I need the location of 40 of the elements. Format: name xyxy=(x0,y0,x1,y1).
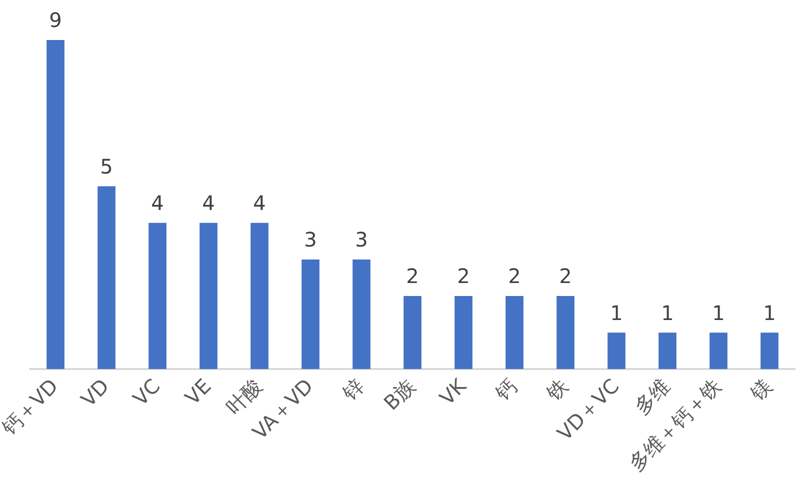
bar xyxy=(454,296,472,370)
bar xyxy=(710,332,728,370)
data-label: 1 xyxy=(610,300,623,325)
x-tick-label: 钙 xyxy=(490,374,522,406)
bar xyxy=(404,296,422,370)
data-label: 4 xyxy=(151,191,164,216)
data-label: 4 xyxy=(202,191,215,216)
bar xyxy=(250,222,268,370)
bar xyxy=(46,40,64,370)
bar xyxy=(506,296,524,370)
x-tick-label: 钙＋VD xyxy=(0,374,63,440)
bar xyxy=(556,296,574,370)
x-tick-label: VK xyxy=(434,373,472,410)
data-label: 9 xyxy=(49,8,62,32)
bar xyxy=(352,259,370,370)
bar xyxy=(302,259,320,370)
x-tick-label: VD xyxy=(76,374,114,412)
x-tick-label: VE xyxy=(180,374,216,410)
data-label: 1 xyxy=(661,300,674,325)
data-label: 2 xyxy=(559,264,572,288)
data-label: 2 xyxy=(406,264,419,288)
x-tick-label: VC xyxy=(128,374,165,410)
data-label: 5 xyxy=(100,154,113,179)
data-label: 1 xyxy=(712,300,725,325)
bar xyxy=(608,332,626,370)
bar xyxy=(658,332,676,370)
bar xyxy=(98,186,116,370)
data-label: 3 xyxy=(355,228,368,252)
data-label: 4 xyxy=(253,191,266,216)
x-tick-label: 镁 xyxy=(744,374,777,406)
bar xyxy=(200,222,218,370)
x-tick-label: 锌 xyxy=(336,374,369,406)
data-label: 1 xyxy=(763,300,776,325)
x-tick-label: B族 xyxy=(378,374,420,415)
data-label: 3 xyxy=(304,228,317,252)
bar xyxy=(148,222,166,370)
bar xyxy=(760,332,778,370)
x-tick-label: 铁 xyxy=(540,374,573,406)
data-label: 2 xyxy=(508,264,521,288)
data-label: 2 xyxy=(457,264,470,288)
